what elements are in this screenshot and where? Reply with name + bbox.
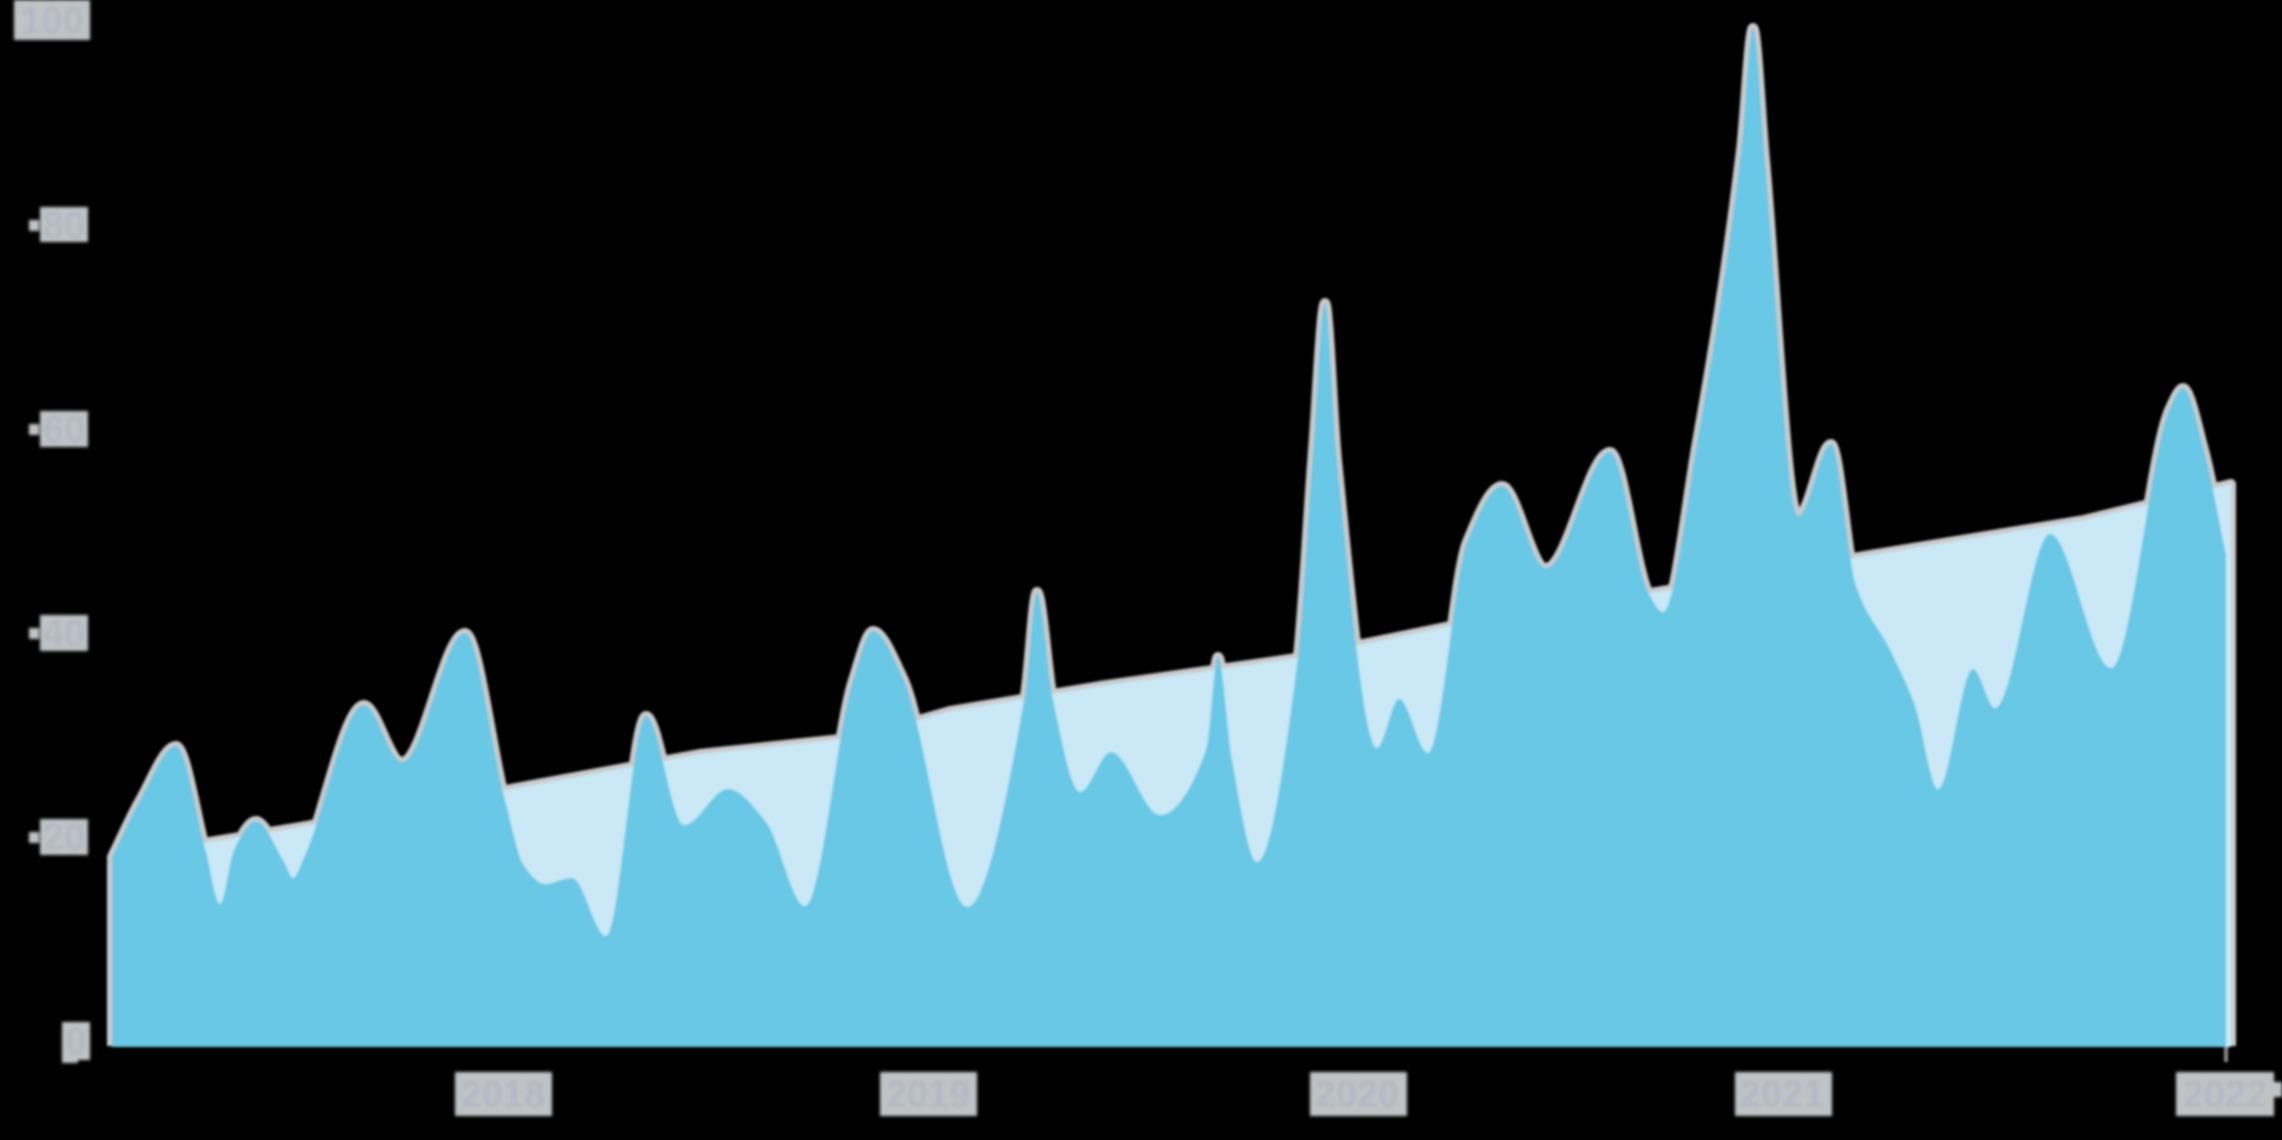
svg-text:2020: 2020	[1315, 1074, 1400, 1116]
svg-text:2022: 2022	[2183, 1074, 2268, 1116]
svg-text:2019: 2019	[886, 1074, 971, 1116]
svg-text:2018: 2018	[461, 1074, 546, 1116]
svg-text:60: 60	[43, 409, 85, 451]
svg-text:20: 20	[43, 817, 85, 859]
svg-text:80: 80	[43, 205, 85, 247]
svg-text:100: 100	[20, 0, 83, 42]
svg-text:40: 40	[43, 613, 85, 655]
svg-text:2021: 2021	[1740, 1074, 1825, 1116]
svg-text:0: 0	[65, 1021, 86, 1063]
